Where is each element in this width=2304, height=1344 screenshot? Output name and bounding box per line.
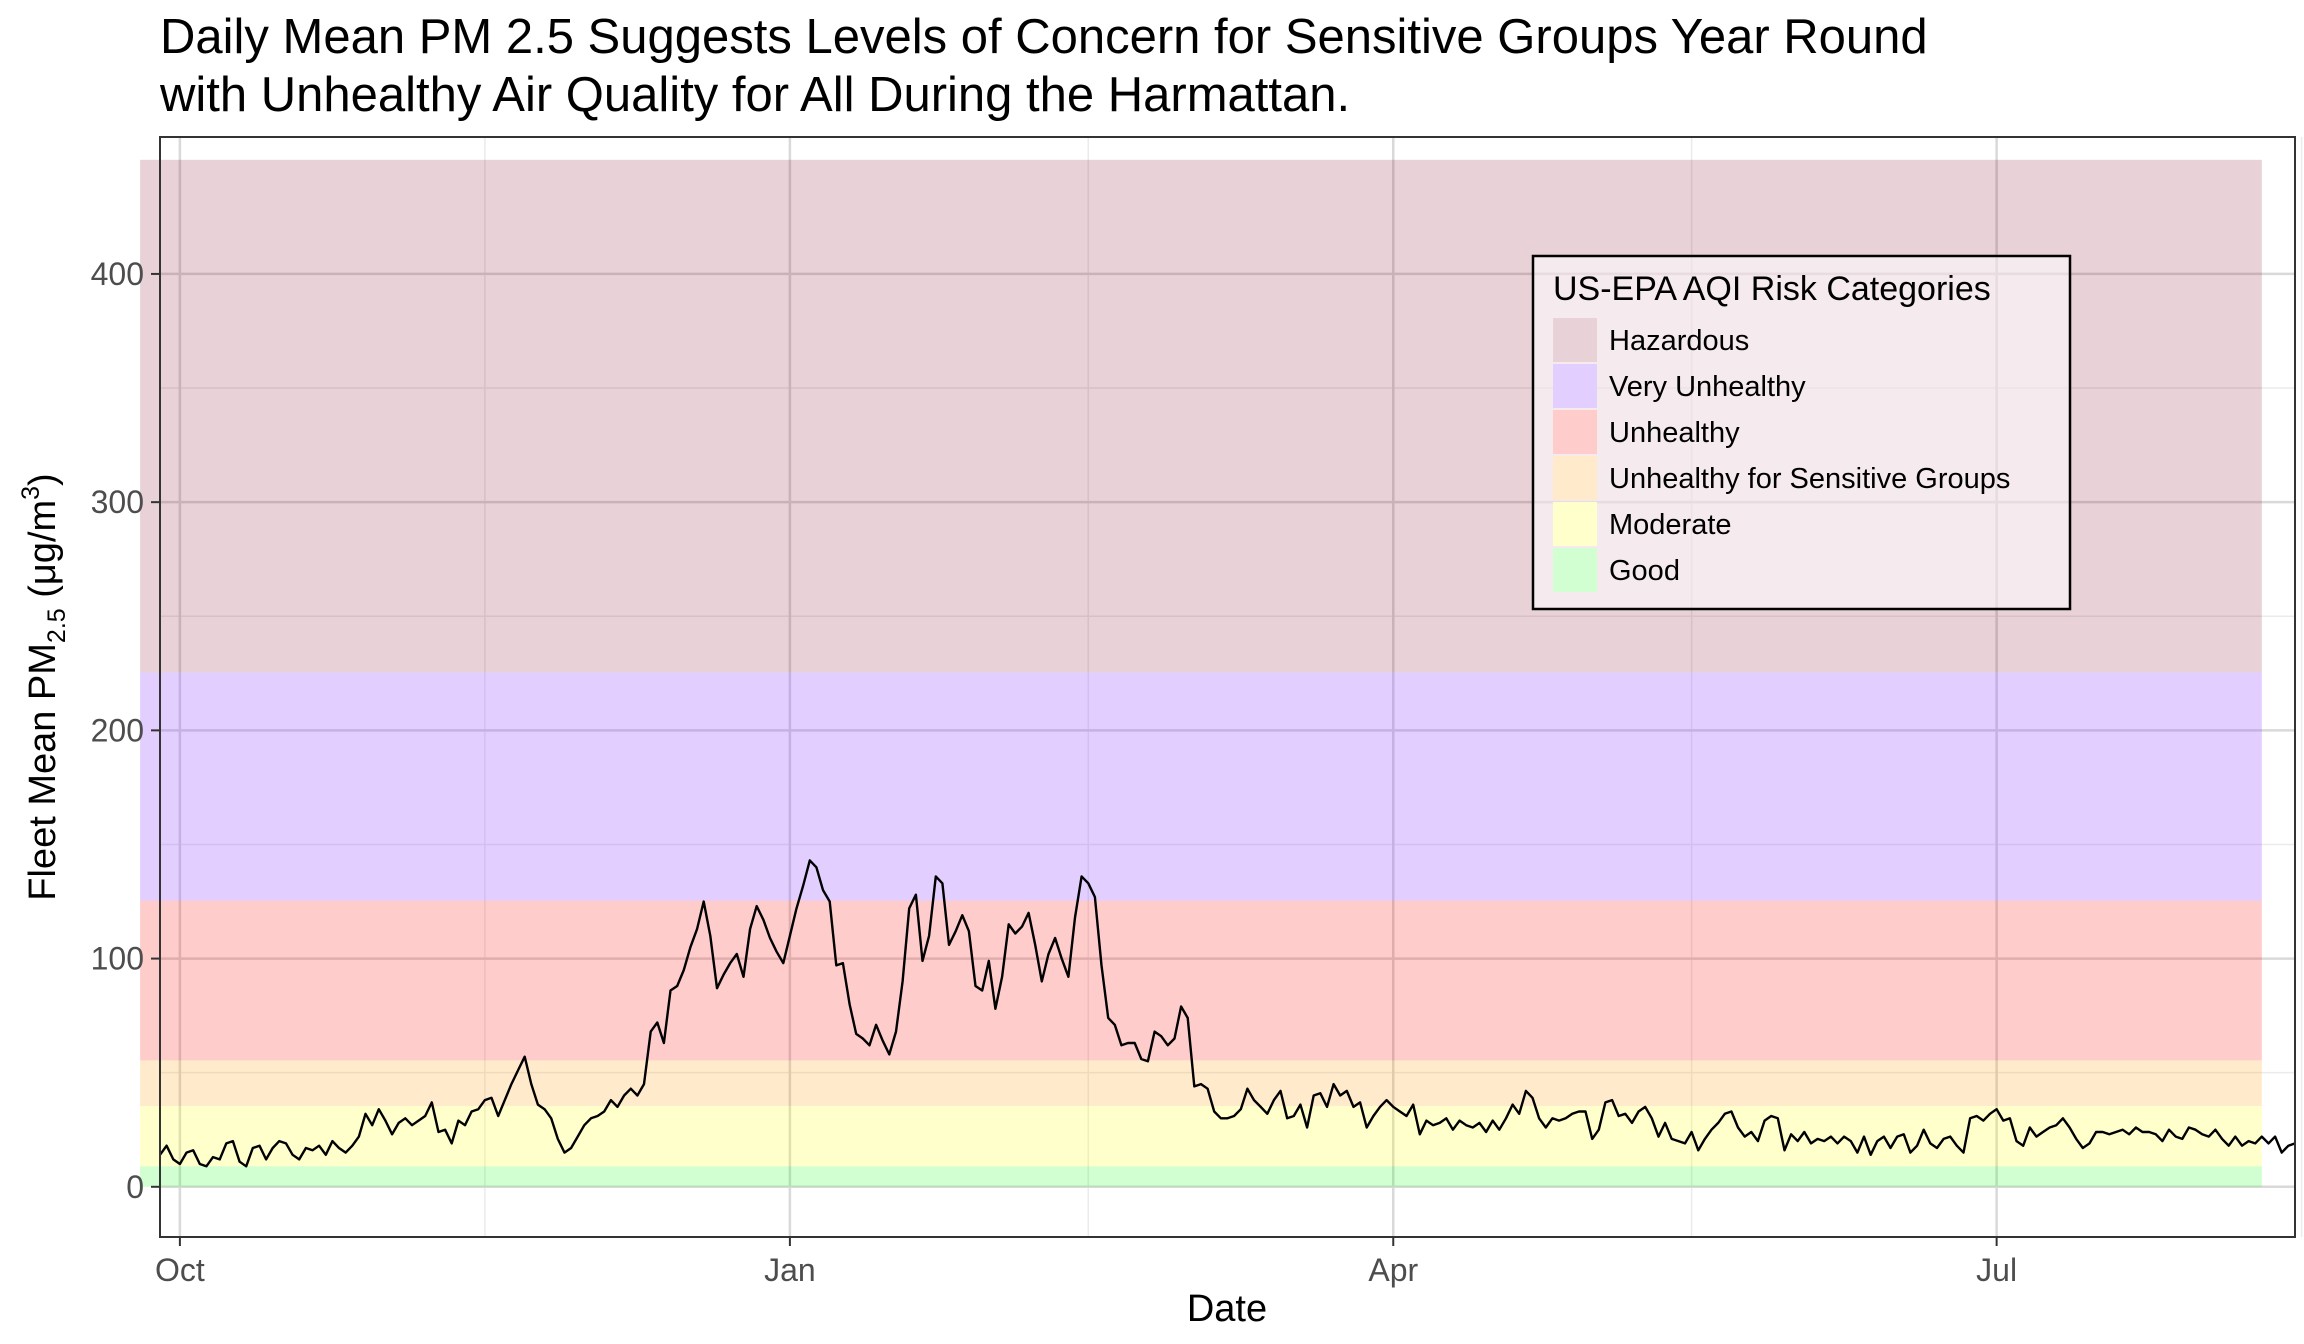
aqi-band-unhealthy <box>140 900 2262 1061</box>
legend-key-unhealthy <box>1553 410 1597 454</box>
legend-title: US-EPA AQI Risk Categories <box>1553 270 1991 308</box>
legend-label-hazardous: Hazardous <box>1609 325 1749 357</box>
axes-group: Oct Jan Apr Jul 0 100 200 300 400 <box>91 256 2017 1288</box>
legend-key-very-unhealthy <box>1553 364 1597 408</box>
legend-label-good: Good <box>1609 555 1680 587</box>
y-axis-title-unit: (μg/m <box>22 500 64 608</box>
y-tick-label: 100 <box>91 941 144 977</box>
legend-key-unhealthy-for-sensitive-groups <box>1553 456 1597 500</box>
y-tick-label: 0 <box>126 1169 144 1205</box>
y-axis-title: Fleet Mean PM2.5 (μg/m3) <box>17 473 71 900</box>
legend-key-background <box>1553 456 1597 500</box>
y-tick-label: 300 <box>91 484 144 520</box>
series-line-0 <box>159 859 2296 1168</box>
legend-label-unhealthy-for-sensitive-groups: Unhealthy for Sensitive Groups <box>1609 463 2010 495</box>
x-tick-label: Oct <box>155 1252 205 1288</box>
x-tick-label: Jul <box>1976 1252 2017 1288</box>
y-axis-title-main: Fleet Mean PM <box>22 643 64 901</box>
aqi-band-good <box>140 1166 2262 1187</box>
aqi-band-very-unhealthy <box>140 672 2262 901</box>
legend-key-background <box>1553 318 1597 362</box>
chart-title-line-2: with Unhealthy Air Quality for All Durin… <box>160 68 1351 122</box>
legend-key-background <box>1553 548 1597 592</box>
legend-items: Hazardous Very Unhealthy Unhealthy Unhealth… <box>1553 318 2010 592</box>
plot-panel-border <box>159 136 2296 1238</box>
x-tick-label: Jan <box>764 1252 816 1288</box>
x-axis-title: Date <box>1187 1288 1267 1330</box>
y-tick-label: 200 <box>91 712 144 748</box>
y-tick-label: 400 <box>91 256 144 292</box>
legend-key-good <box>1553 548 1597 592</box>
legend-key-background <box>1553 410 1597 454</box>
series-group <box>159 859 2296 1168</box>
legend-label-unhealthy: Unhealthy <box>1609 417 1740 449</box>
legend-key-hazardous <box>1553 318 1597 362</box>
legend-key-background <box>1553 502 1597 546</box>
aqi-band-moderate <box>140 1106 2262 1167</box>
legend-label-very-unhealthy: Very Unhealthy <box>1609 371 1806 403</box>
y-axis-title-superscript: 3 <box>17 486 45 500</box>
legend: US-EPA AQI Risk Categories Hazardous Very… <box>1531 254 2072 611</box>
legend-key-background <box>1553 364 1597 408</box>
legend-key-moderate <box>1553 502 1597 546</box>
y-axis-title-subscript: 2.5 <box>43 608 71 643</box>
legend-box <box>1531 254 2072 611</box>
x-tick-label: Apr <box>1368 1252 1418 1288</box>
chart-title-line-1: Daily Mean PM 2.5 Suggests Levels of Con… <box>160 10 1928 64</box>
y-axis-title-close: ) <box>22 473 64 486</box>
chart-title: Daily Mean PM 2.5 Suggests Levels of Con… <box>160 8 2260 124</box>
legend-label-moderate: Moderate <box>1609 509 1732 541</box>
